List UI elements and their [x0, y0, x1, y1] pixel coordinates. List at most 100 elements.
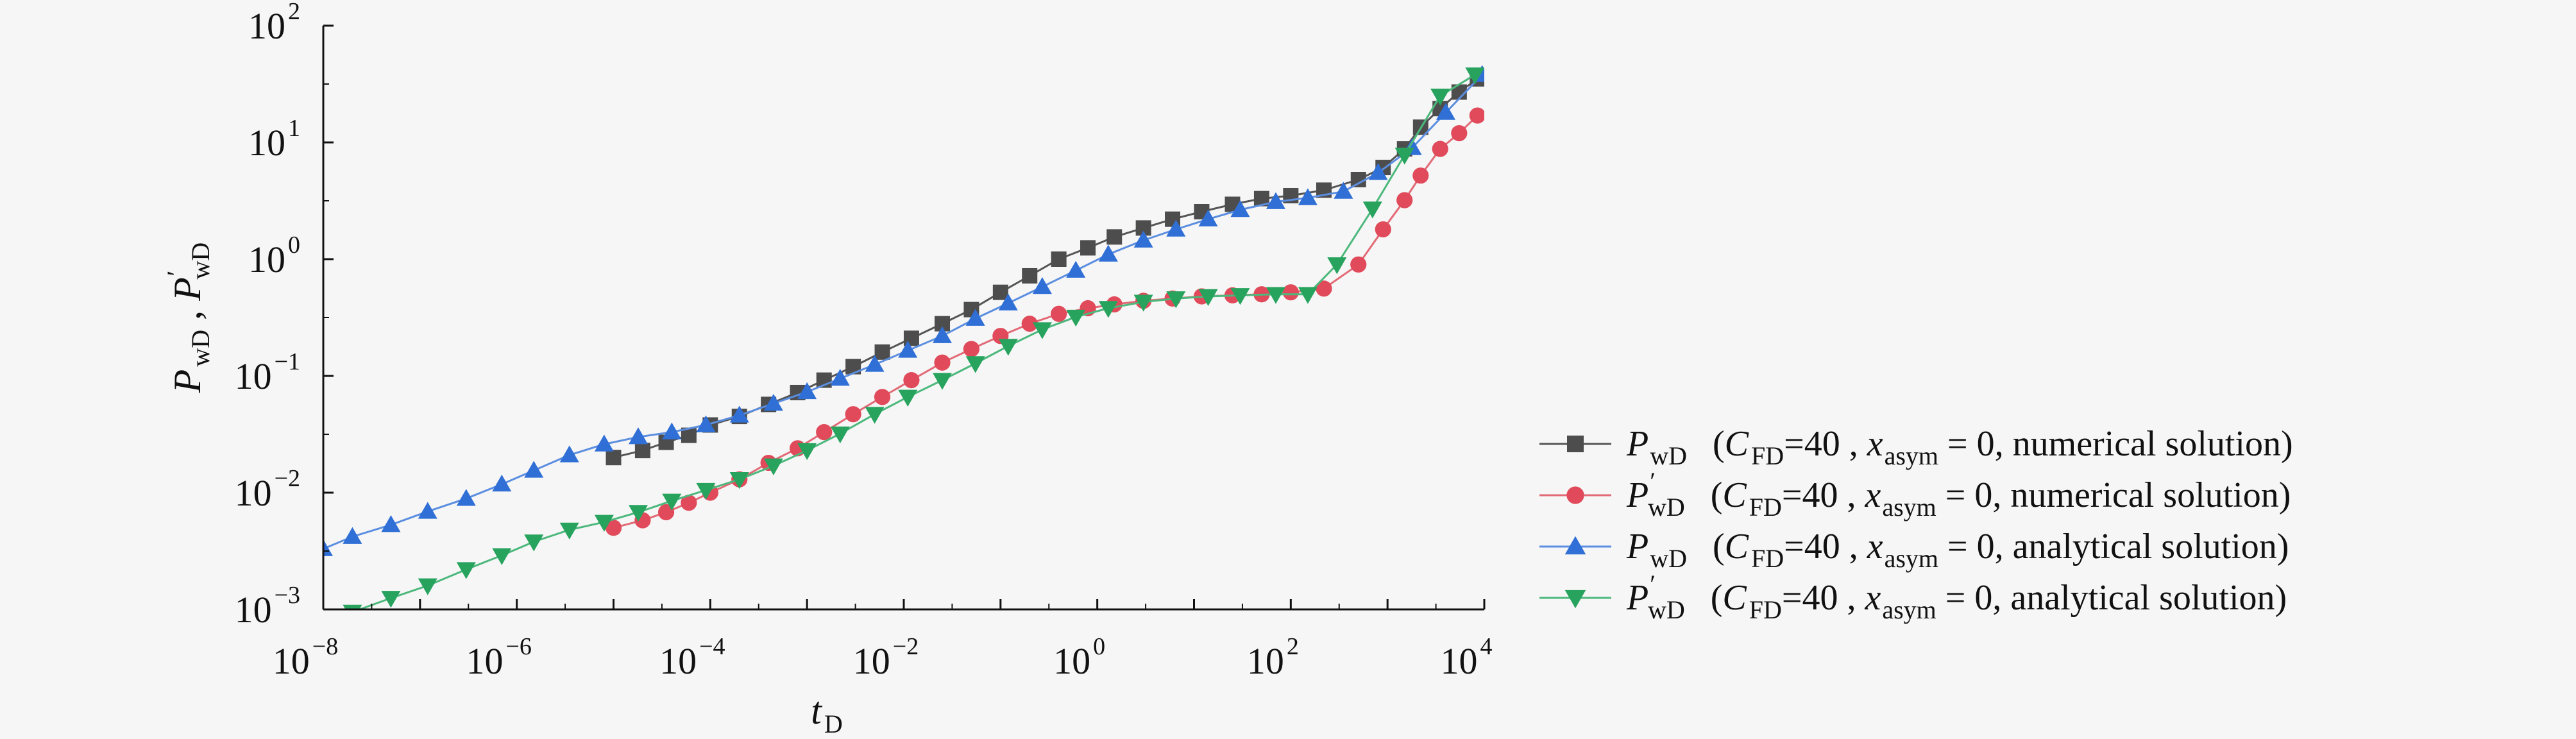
data-point-ana_dp: [381, 591, 401, 608]
data-point-ana_dp: [1327, 257, 1347, 275]
data-point-ana_dp: [1266, 287, 1285, 304]
data-point-ana_dp: [998, 339, 1018, 356]
data-point-num_p: [1106, 229, 1123, 245]
data-point-num_p: [903, 330, 919, 346]
series-line-ana_dp: [357, 74, 1476, 609]
data-point-num_dp: [681, 495, 697, 511]
data-point-ana_p: [594, 434, 614, 452]
data-point-ana_dp: [729, 472, 749, 489]
data-point-ana_p: [381, 515, 401, 532]
data-point-ana_dp: [965, 356, 985, 373]
data-point-ana_dp: [696, 482, 716, 500]
data-point-num_dp: [1469, 107, 1484, 124]
data-point-ana_dp: [662, 493, 682, 511]
legend-item-num_dp: P′ wD (C FD=40 , xasym = 0, numerical solut…: [1539, 467, 2291, 522]
data-point-ana_dp: [1032, 322, 1052, 339]
data-point-num_dp: [1451, 124, 1468, 142]
data-point-ana_dp: [1166, 291, 1186, 309]
data-point-ana_dp: [898, 389, 918, 407]
data-point-num_dp: [1316, 280, 1332, 297]
legend-label: PwD (C FD=40 , xasym = 0, numerical soluti…: [1626, 424, 2293, 470]
data-point-ana_p: [1133, 230, 1153, 248]
series-ana_dp: [314, 67, 1484, 633]
data-point-ana_p: [456, 489, 476, 506]
data-point-num_dp: [605, 520, 622, 536]
data-point-ana_dp: [1394, 148, 1414, 165]
data-point-ana_p: [662, 422, 682, 439]
data-point-num_dp: [1051, 305, 1067, 322]
legend-label: P′ wD (C FD=40 , xasym = 0, analytical solu…: [1626, 570, 2287, 624]
x-tick-label: 10 −6: [466, 633, 531, 682]
data-point-num_dp: [845, 406, 861, 423]
legend-marker-num_p: [1567, 436, 1584, 452]
data-point-ana_dp: [314, 616, 333, 633]
data-point-ana_p: [696, 415, 716, 432]
data-point-ana_dp: [933, 373, 953, 390]
data-point-ana_dp: [1098, 301, 1118, 318]
y-tick-label: 10 −1: [235, 348, 300, 397]
data-point-num_dp: [903, 371, 920, 389]
data-point-ana_p: [1298, 188, 1318, 205]
data-point-ana_dp: [559, 522, 579, 540]
data-point-ana_p: [1098, 244, 1118, 262]
series-layer: [314, 65, 1484, 633]
data-point-num_dp: [1282, 284, 1299, 301]
data-point-ana_dp: [524, 534, 544, 552]
data-point-num_dp: [657, 504, 675, 521]
data-point-ana_dp: [1133, 294, 1153, 312]
data-point-ana_p: [1368, 163, 1388, 180]
data-point-ana_p: [1198, 209, 1218, 226]
legend-marker-ana_p: [1564, 536, 1586, 555]
data-point-num_dp: [963, 341, 980, 357]
data-point-num_dp: [816, 424, 833, 441]
data-point-ana_dp: [1198, 289, 1218, 307]
series-line-num_p: [613, 78, 1479, 459]
data-point-ana_dp: [1298, 287, 1318, 304]
y-tick-label: 10 −2: [235, 465, 300, 514]
y-axis-label: PwD , P′wD: [162, 242, 215, 394]
data-point-ana_p: [763, 394, 783, 411]
data-point-num_dp: [934, 354, 951, 371]
y-tick-label: 10 2: [248, 0, 300, 47]
series-line-num_dp: [613, 115, 1479, 529]
data-point-ana_p: [418, 502, 437, 519]
legend-item-ana_p: PwD (C FD=40 , xasym = 0, analytical solut…: [1539, 527, 2289, 573]
y-tick-label: 10 0: [248, 232, 300, 280]
data-point-ana_dp: [1066, 309, 1086, 327]
data-point-ana_dp: [1465, 67, 1484, 85]
y-tick-label: 10 −3: [235, 582, 300, 631]
data-point-ana_dp: [456, 562, 476, 579]
data-point-num_p: [606, 450, 622, 466]
data-point-num_dp: [1350, 256, 1367, 273]
data-point-ana_dp: [629, 505, 648, 522]
data-point-num_dp: [1396, 192, 1413, 208]
data-point-num_p: [1051, 251, 1067, 267]
data-point-ana_dp: [1430, 89, 1450, 106]
data-point-ana_p: [1334, 182, 1353, 199]
y-tick-label: 10 1: [248, 115, 300, 164]
data-point-ana_dp: [594, 514, 614, 532]
series-line-ana_p: [323, 74, 1483, 550]
data-point-ana_p: [1436, 103, 1455, 120]
legend-item-num_p: PwD (C FD=40 , xasym = 0, numerical soluti…: [1539, 424, 2293, 470]
data-point-num_dp: [874, 389, 891, 405]
data-point-ana_p: [830, 369, 850, 386]
data-point-ana_dp: [830, 426, 850, 444]
data-point-num_dp: [1021, 316, 1038, 332]
x-tick-label: 10 4: [1441, 633, 1493, 682]
data-point-ana_dp: [1230, 288, 1250, 305]
data-point-ana_p: [729, 405, 749, 423]
data-point-ana_dp: [492, 548, 512, 565]
data-point-ana_p: [323, 539, 333, 556]
data-point-num_dp: [1432, 140, 1448, 157]
labels-layer: 10 −8 10 −6 10 −4 10 −2 10 0 10 2 10 4 10 −3 10 −2 10 −1 10 0…: [162, 0, 1493, 738]
data-point-ana_p: [797, 382, 817, 400]
series-num_dp: [605, 107, 1484, 536]
legend-label: P′ wD (C FD=40 , xasym = 0, numerical solut…: [1626, 467, 2291, 522]
axes-layer: [322, 24, 1486, 611]
data-point-ana_p: [492, 474, 512, 492]
data-point-ana_p: [524, 461, 544, 478]
data-point-num_p: [874, 344, 890, 360]
x-tick-label: 10 −2: [853, 633, 919, 682]
